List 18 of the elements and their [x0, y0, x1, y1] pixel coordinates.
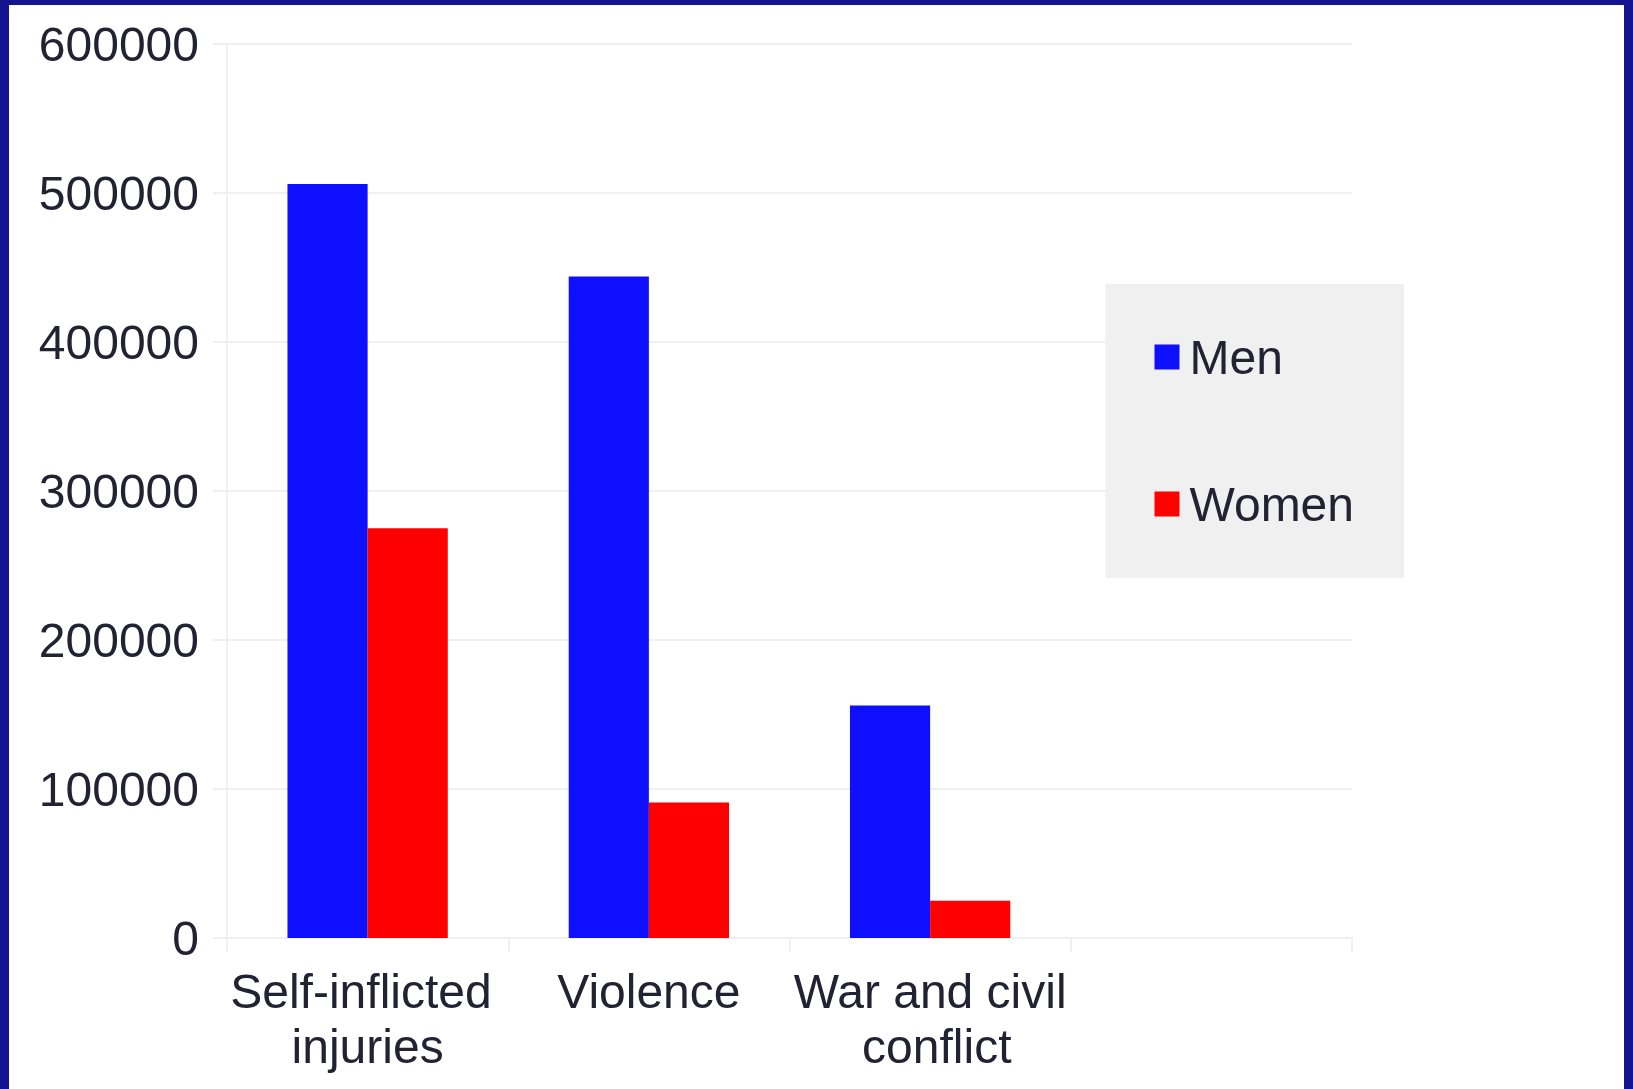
x-tick-label: Self-inflicted injuries	[230, 965, 506, 1073]
y-tick-label: 500000	[38, 166, 199, 220]
y-tick-label: 300000	[38, 464, 199, 518]
y-tick-label: 200000	[38, 613, 199, 667]
y-tick-label: 0	[172, 911, 199, 965]
y-tick-label: 400000	[38, 315, 199, 369]
bar	[849, 705, 931, 938]
legend-label: Men	[1189, 330, 1283, 384]
bar	[648, 802, 730, 938]
bar	[930, 900, 1011, 938]
bar	[568, 276, 649, 938]
bar	[367, 528, 448, 938]
y-tick-label: 100000	[38, 762, 199, 816]
bar	[287, 184, 368, 938]
x-tick-label: War and civil conflict	[793, 965, 1067, 1073]
x-tick-label: Violence	[557, 965, 741, 1018]
y-tick-label: 600000	[38, 17, 199, 71]
legend-label: Women	[1189, 477, 1355, 531]
